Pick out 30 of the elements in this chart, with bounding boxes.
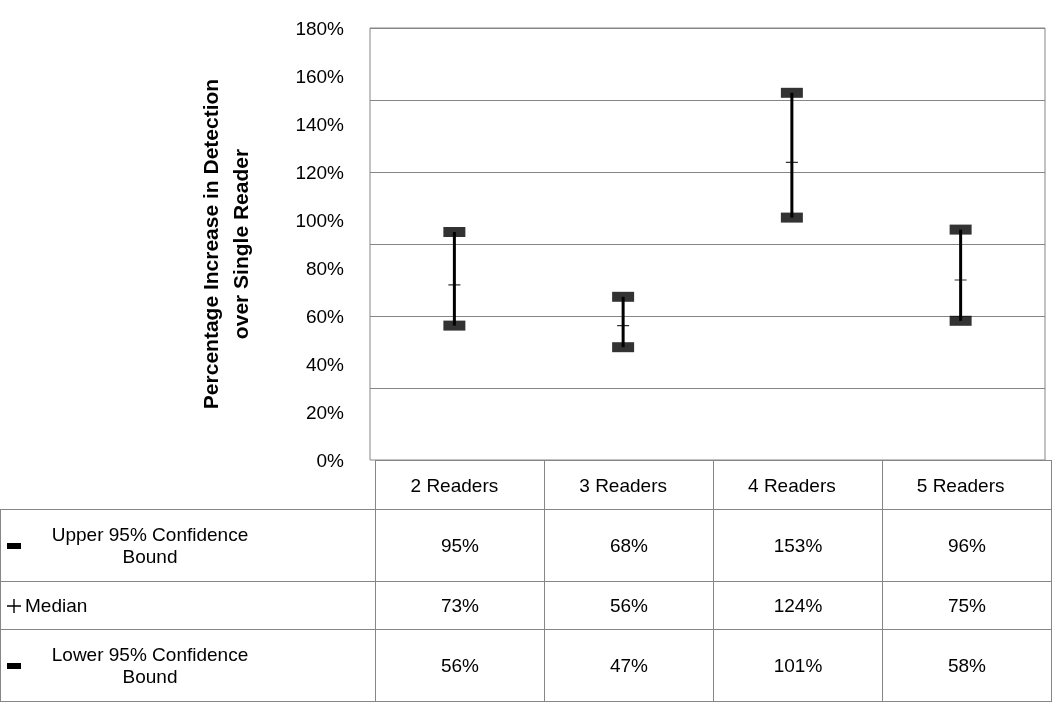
- data-label: 56%: [375, 629, 545, 702]
- y-axis-title: Percentage Increase in Detection over Single Reader: [198, 78, 252, 410]
- data-label: 47%: [544, 629, 714, 702]
- legend-label: Median: [25, 594, 88, 616]
- data-label: 56%: [544, 581, 714, 630]
- data-label: 73%: [375, 581, 545, 630]
- y-tick-label: 0%: [316, 449, 345, 471]
- data-label: 124%: [713, 581, 883, 630]
- legend-label: Lower 95% Confidence Bound: [50, 643, 250, 688]
- x-tick-label: 2 Readers: [410, 475, 499, 496]
- y-tick-label: 160%: [295, 65, 345, 87]
- data-label: 101%: [713, 629, 883, 702]
- y-tick-label: 60%: [305, 305, 345, 327]
- data-label: 95%: [375, 509, 545, 582]
- x-tick-label: 3 Readers: [579, 475, 667, 496]
- y-tick-label: 140%: [295, 113, 345, 135]
- y-tick-label: 120%: [295, 161, 345, 183]
- data-label: 153%: [713, 509, 883, 582]
- data-label: 68%: [544, 509, 714, 582]
- y-tick-label: 180%: [295, 17, 345, 39]
- y-tick-label: 20%: [305, 401, 345, 423]
- data-label: 75%: [882, 581, 1052, 630]
- data-label: 58%: [882, 629, 1052, 702]
- data-label: 96%: [882, 509, 1052, 582]
- y-tick-label: 100%: [295, 209, 345, 231]
- legend-label: Upper 95% Confidence Bound: [50, 523, 250, 568]
- x-tick-label: 4 Readers: [748, 475, 836, 496]
- y-tick-label: 80%: [305, 257, 345, 279]
- y-tick-label: 40%: [305, 353, 345, 375]
- x-tick-label: 5 Readers: [916, 475, 1005, 496]
